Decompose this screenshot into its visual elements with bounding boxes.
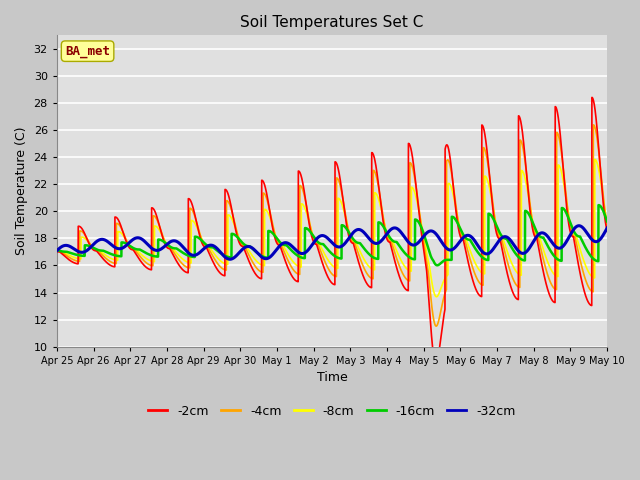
X-axis label: Time: Time	[317, 372, 348, 384]
Legend: -2cm, -4cm, -8cm, -16cm, -32cm: -2cm, -4cm, -8cm, -16cm, -32cm	[143, 400, 520, 423]
Y-axis label: Soil Temperature (C): Soil Temperature (C)	[15, 127, 28, 255]
Title: Soil Temperatures Set C: Soil Temperatures Set C	[241, 15, 424, 30]
Text: BA_met: BA_met	[65, 45, 110, 58]
